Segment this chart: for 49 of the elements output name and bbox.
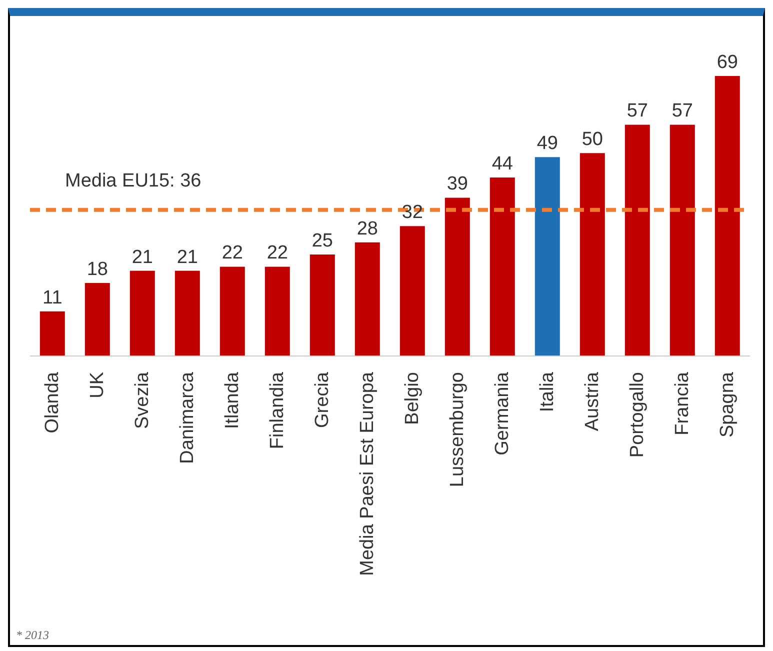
bar xyxy=(444,198,470,356)
x-tick-label: Grecia xyxy=(312,372,333,428)
data-label: 22 xyxy=(222,242,243,264)
bar xyxy=(534,157,560,356)
data-label: 28 xyxy=(356,218,378,240)
data-label: 50 xyxy=(582,129,603,150)
data-label: 49 xyxy=(536,133,558,154)
bar xyxy=(354,242,380,356)
bar xyxy=(174,270,200,356)
data-label: 11 xyxy=(42,287,62,308)
data-label: 21 xyxy=(176,246,198,268)
x-tick-label: Olanda xyxy=(42,372,63,434)
data-label: 21 xyxy=(132,246,153,268)
data-label: 57 xyxy=(672,100,693,122)
data-label: 25 xyxy=(312,230,333,252)
bar xyxy=(670,124,695,356)
x-tick-label: Media Paesi Est Europa xyxy=(357,372,378,576)
x-tick-label: Francia xyxy=(672,372,693,436)
data-label: 39 xyxy=(446,174,468,195)
x-tick-label: Portogallo xyxy=(627,372,648,458)
x-tick-label: Itlanda xyxy=(222,372,243,430)
bar xyxy=(264,266,290,356)
data-label: 44 xyxy=(492,153,514,174)
bar xyxy=(490,177,515,356)
x-tick-label: UK xyxy=(87,372,108,398)
bar xyxy=(130,270,155,356)
bar xyxy=(40,311,65,356)
x-tick-label: Svezia xyxy=(132,372,153,430)
data-label: 18 xyxy=(86,258,108,280)
bar xyxy=(84,282,110,356)
bar xyxy=(714,76,740,356)
data-label: 57 xyxy=(626,100,648,122)
data-label: 69 xyxy=(716,52,738,73)
data-label: 22 xyxy=(266,242,288,264)
bar xyxy=(220,266,245,356)
x-tick-label: Lussemburgo xyxy=(447,372,468,488)
x-tick-label: Spagna xyxy=(717,372,738,438)
x-tick-label: Finlandia xyxy=(267,372,288,450)
bar xyxy=(310,254,335,356)
x-tick-label: Germania xyxy=(492,372,513,456)
x-tick-label: Belgio xyxy=(402,372,423,425)
text: * 2013 xyxy=(16,628,49,643)
x-tick-label: Austria xyxy=(582,372,603,432)
x-tick-label: Italia xyxy=(537,372,558,412)
x-tick-label: Danimarca xyxy=(177,372,198,464)
bar xyxy=(624,124,650,356)
bar xyxy=(580,153,605,356)
bar xyxy=(400,226,425,356)
ref-line-label: Media EU15: 36 xyxy=(65,170,202,192)
